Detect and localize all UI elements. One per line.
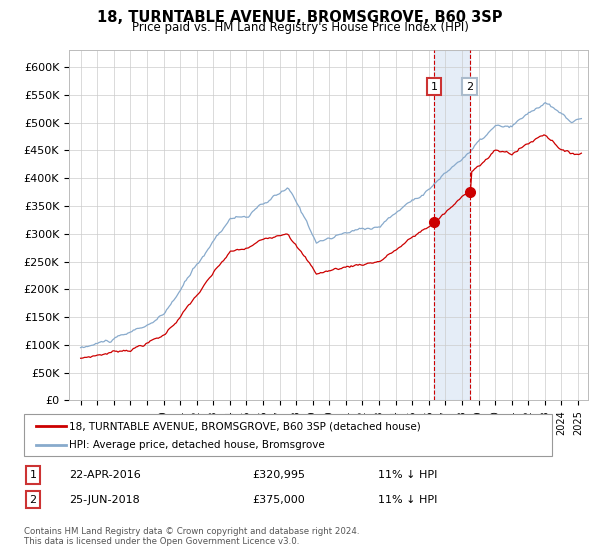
Text: 2: 2 (29, 494, 37, 505)
Text: 25-JUN-2018: 25-JUN-2018 (69, 494, 140, 505)
Text: 18, TURNTABLE AVENUE, BROMSGROVE, B60 3SP: 18, TURNTABLE AVENUE, BROMSGROVE, B60 3S… (97, 10, 503, 25)
Text: 11% ↓ HPI: 11% ↓ HPI (378, 470, 437, 480)
Text: £375,000: £375,000 (252, 494, 305, 505)
Text: 18, TURNTABLE AVENUE, BROMSGROVE, B60 3SP (detached house): 18, TURNTABLE AVENUE, BROMSGROVE, B60 3S… (69, 421, 421, 431)
Text: HPI: Average price, detached house, Bromsgrove: HPI: Average price, detached house, Brom… (69, 440, 325, 450)
Text: Price paid vs. HM Land Registry's House Price Index (HPI): Price paid vs. HM Land Registry's House … (131, 21, 469, 34)
Text: 11% ↓ HPI: 11% ↓ HPI (378, 494, 437, 505)
Text: £320,995: £320,995 (252, 470, 305, 480)
Text: 22-APR-2016: 22-APR-2016 (69, 470, 141, 480)
Text: 1: 1 (29, 470, 37, 480)
Text: 2: 2 (466, 82, 473, 91)
Text: Contains HM Land Registry data © Crown copyright and database right 2024.
This d: Contains HM Land Registry data © Crown c… (24, 526, 359, 546)
Text: 1: 1 (430, 82, 437, 91)
